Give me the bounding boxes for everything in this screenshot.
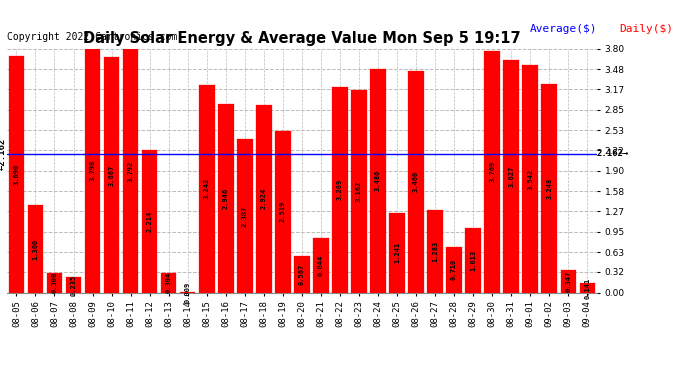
Text: Copyright 2022 Cartronics.com: Copyright 2022 Cartronics.com: [7, 32, 177, 42]
Bar: [313, 238, 328, 292]
Bar: [161, 273, 177, 292]
Bar: [560, 270, 576, 292]
Bar: [218, 104, 233, 292]
Bar: [66, 278, 81, 292]
Text: 1.241: 1.241: [394, 242, 400, 263]
Bar: [542, 84, 557, 292]
Text: 0.141: 0.141: [584, 278, 591, 298]
Bar: [484, 51, 500, 292]
Text: 0.308: 0.308: [52, 272, 57, 293]
Text: 3.242: 3.242: [204, 178, 210, 199]
Bar: [104, 57, 119, 292]
Text: 1.360: 1.360: [32, 238, 39, 260]
Text: 3.769: 3.769: [489, 161, 495, 182]
Bar: [47, 273, 62, 292]
Bar: [580, 284, 595, 292]
Text: 3.798: 3.798: [90, 160, 95, 182]
Bar: [123, 49, 139, 292]
Bar: [446, 247, 462, 292]
Bar: [256, 105, 272, 292]
Bar: [408, 70, 424, 292]
Bar: [522, 65, 538, 292]
Text: 3.209: 3.209: [337, 179, 343, 200]
Text: Average($): Average($): [529, 24, 597, 34]
Text: 3.486: 3.486: [375, 170, 381, 191]
Text: 0.009: 0.009: [185, 282, 190, 303]
Text: 3.690: 3.690: [13, 164, 19, 185]
Title: Daily Solar Energy & Average Value Mon Sep 5 19:17: Daily Solar Energy & Average Value Mon S…: [83, 31, 521, 46]
Bar: [8, 56, 24, 292]
Bar: [275, 131, 290, 292]
Bar: [142, 150, 157, 292]
Bar: [294, 256, 310, 292]
Text: 0.567: 0.567: [299, 264, 305, 285]
Text: 3.162: 3.162: [356, 180, 362, 202]
Text: 2.387: 2.387: [241, 206, 248, 226]
Text: 2.214: 2.214: [147, 211, 152, 232]
Text: 3.667: 3.667: [108, 164, 115, 186]
Text: 3.542: 3.542: [527, 168, 533, 189]
Bar: [504, 60, 519, 292]
Text: 0.347: 0.347: [565, 271, 571, 292]
Text: 2.946: 2.946: [223, 188, 229, 209]
Text: 1.013: 1.013: [470, 249, 476, 271]
Text: 3.460: 3.460: [413, 171, 419, 192]
Bar: [465, 228, 481, 292]
Text: 3.248: 3.248: [546, 178, 552, 199]
Bar: [332, 87, 348, 292]
Text: 2.924: 2.924: [261, 188, 267, 209]
Bar: [371, 69, 386, 292]
Bar: [28, 205, 43, 292]
Text: Daily($): Daily($): [620, 24, 673, 34]
Bar: [85, 49, 100, 292]
Text: 0.710: 0.710: [451, 259, 457, 280]
Bar: [351, 90, 367, 292]
Text: ←2.162: ←2.162: [0, 138, 7, 170]
Bar: [199, 84, 215, 292]
Bar: [237, 140, 253, 292]
Text: 3.792: 3.792: [128, 160, 134, 182]
Text: 3.627: 3.627: [509, 165, 514, 187]
Text: 1.283: 1.283: [432, 241, 438, 262]
Bar: [389, 213, 405, 292]
Text: 0.844: 0.844: [318, 255, 324, 276]
Text: 0.304: 0.304: [166, 272, 172, 293]
Text: 0.235: 0.235: [70, 274, 77, 296]
Bar: [427, 210, 443, 292]
Text: 2.162→: 2.162→: [597, 149, 629, 158]
Text: 2.519: 2.519: [280, 201, 286, 222]
